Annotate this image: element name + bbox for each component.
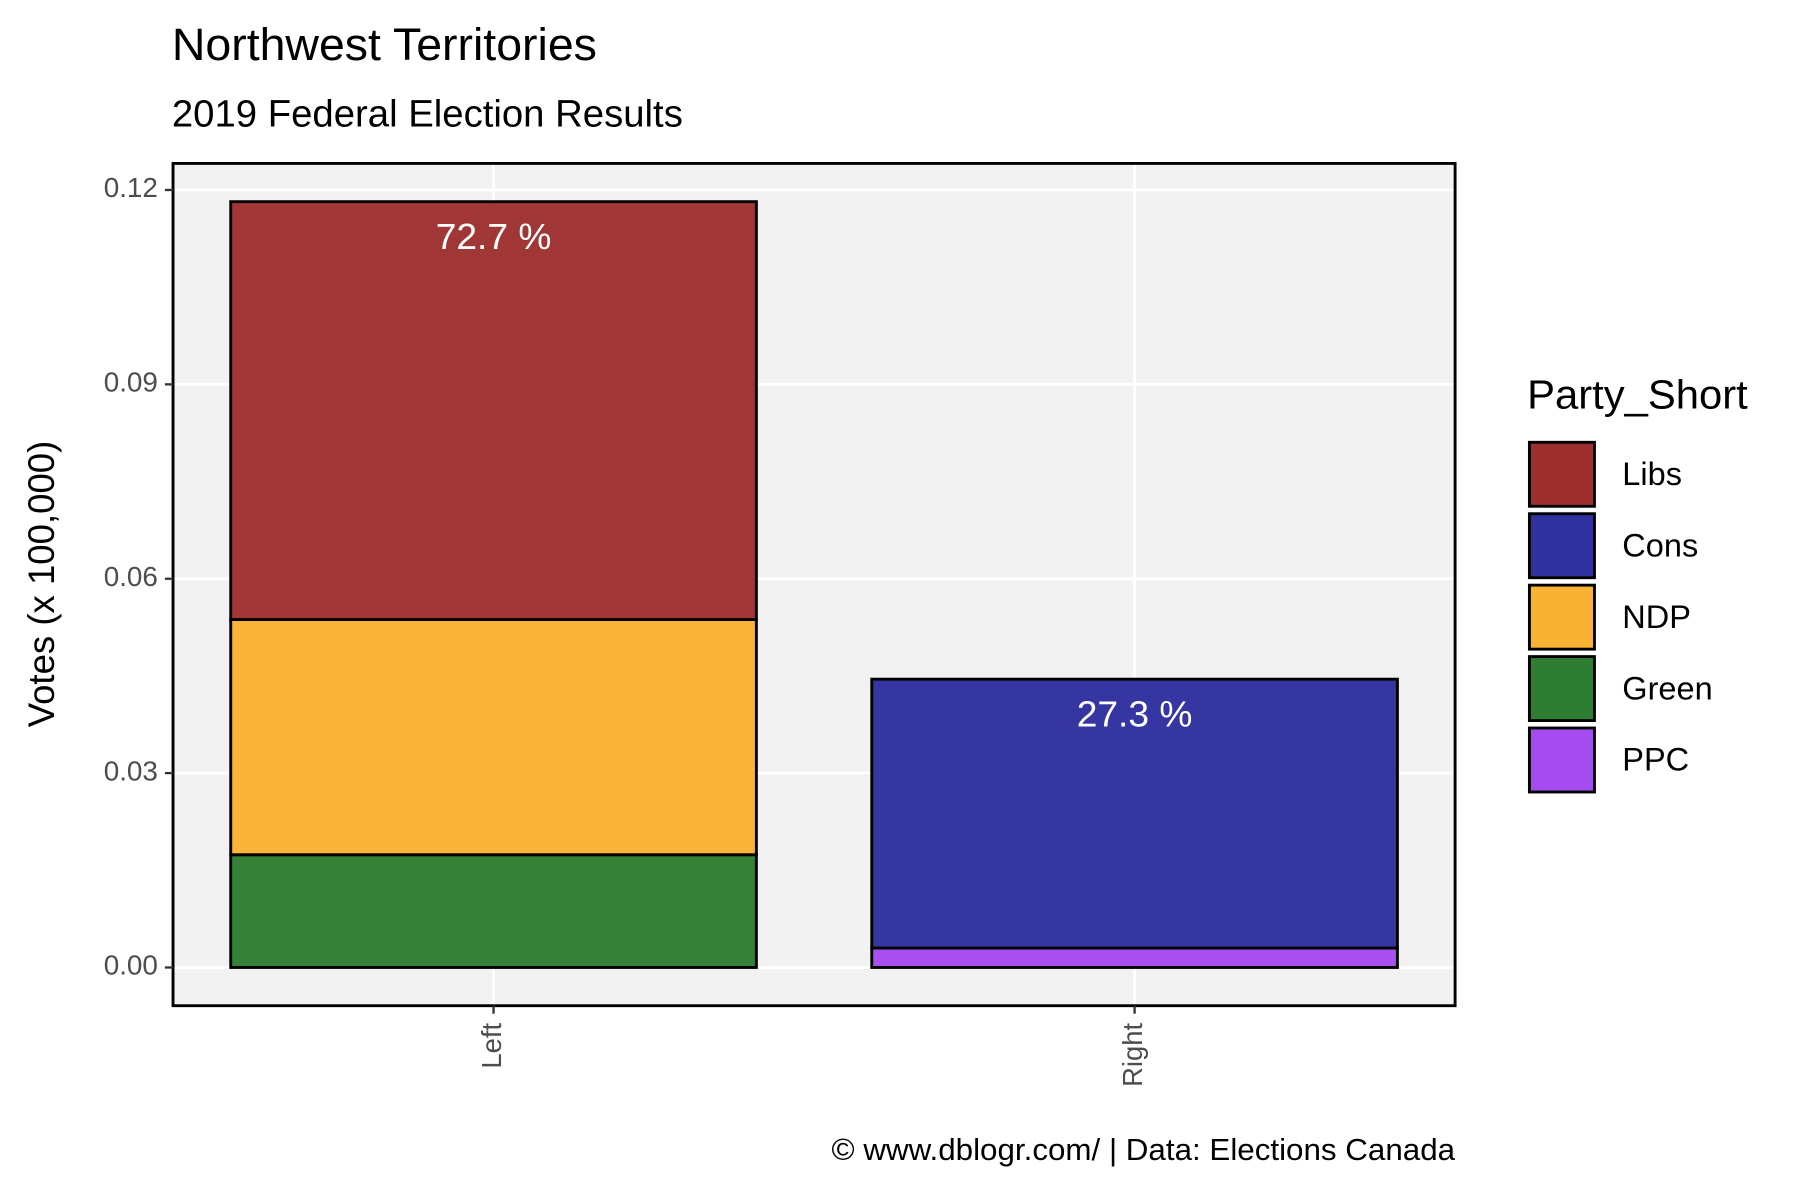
legend-label: PPC [1622,742,1689,778]
legend-key [1527,440,1596,508]
bar-label: 72.7 % [436,216,552,257]
bar-segment [229,853,758,969]
bar-label: 27.3 % [1077,694,1193,735]
legend-title: Party_Short [1527,371,1748,418]
legend-label: Cons [1622,528,1698,564]
x-tick-label: Left [476,1023,507,1069]
legend-key [1527,655,1596,722]
bar-segment [870,677,1399,950]
bar-segment [229,200,758,621]
panel-border [171,162,1457,1008]
legend-label: NDP [1622,599,1691,635]
legend: Libs Cons NDP Green PPC [1527,440,1713,794]
y-tick-label: 0.00 [104,950,158,981]
bars: 72.7 % 27.3 % [229,200,1399,969]
legend-label: Green [1622,671,1712,707]
legend-key [1527,512,1596,580]
bar-segment [229,618,758,857]
y-tick-label: 0.09 [104,367,158,398]
legend-key [1527,583,1596,651]
y-tick-label: 0.03 [104,756,158,787]
legend-label: Libs [1622,456,1682,492]
y-axis-title: Votes (x 100,000) [21,441,62,728]
x-tick-label: Right [1117,1023,1148,1087]
legend-key [1527,726,1596,794]
caption: © www.dblogr.com/ | Data: Elections Cana… [832,1132,1456,1167]
chart-title: Northwest Territories [172,18,597,70]
y-tick-label: 0.12 [104,172,158,203]
chart-subtitle: 2019 Federal Election Results [172,94,683,136]
y-tick-label: 0.06 [104,561,158,592]
bar-segment [870,946,1399,969]
